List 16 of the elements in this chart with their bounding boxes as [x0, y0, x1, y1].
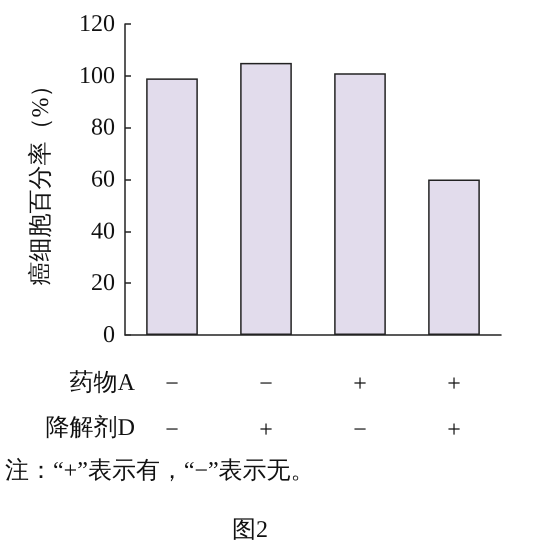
text: 降解剂D	[46, 414, 135, 441]
x-tick-label: + +	[447, 371, 461, 443]
y-axis-title: 癌细胞百分率（%）	[27, 74, 54, 286]
x-tick-label: + −	[353, 371, 367, 443]
y-tick-label: 20	[91, 270, 115, 296]
y-tick-label: 60	[91, 166, 115, 192]
text: 注：“+”表示有，“−”表示无。	[5, 457, 315, 484]
x-tick-label: − −	[165, 371, 179, 443]
y-tick-label: 40	[91, 218, 115, 244]
y-tick-label: 100	[79, 62, 115, 89]
text: 药物A	[70, 370, 136, 396]
y-tick-label: 80	[91, 114, 115, 141]
y-tick-label: 0	[103, 322, 115, 348]
y-tick-label: 120	[79, 11, 115, 37]
caption: 图2	[232, 517, 268, 543]
x-tick-label: − +	[259, 371, 273, 443]
